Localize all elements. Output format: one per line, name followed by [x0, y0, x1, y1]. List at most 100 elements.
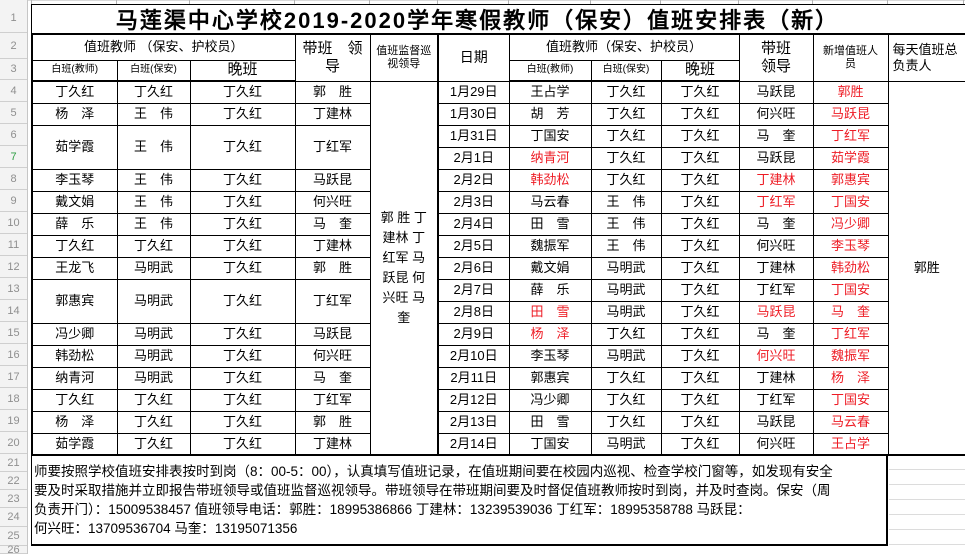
day-guard-cell[interactable]: 丁久红: [590, 124, 662, 148]
night-shift-cell[interactable]: 丁久红: [189, 322, 296, 346]
night-shift-cell[interactable]: 丁久红: [660, 190, 740, 214]
day-teacher-cell[interactable]: 郭惠宾: [31, 278, 118, 324]
leader-cell[interactable]: 何兴旺: [738, 344, 814, 368]
right-daiban-header[interactable]: 带班 领导: [738, 33, 814, 82]
night-shift-cell[interactable]: 丁久红: [660, 410, 740, 434]
day-guard-cell[interactable]: 丁久红: [116, 432, 191, 456]
extra-person-cell[interactable]: 魏振军: [812, 344, 889, 368]
day-guard-cell[interactable]: 马明武: [116, 344, 191, 368]
date-cell[interactable]: 2月6日: [437, 256, 510, 280]
row-number[interactable]: 10: [0, 212, 27, 234]
date-cell[interactable]: 2月13日: [437, 410, 510, 434]
row-number[interactable]: 6: [0, 124, 27, 146]
leader-cell[interactable]: 何兴旺: [294, 190, 371, 214]
row-number[interactable]: 21: [0, 454, 27, 472]
row-number[interactable]: 2: [0, 33, 27, 59]
date-cell[interactable]: 2月10日: [437, 344, 510, 368]
row-number[interactable]: 20: [0, 432, 27, 454]
date-cell[interactable]: 1月29日: [437, 80, 510, 104]
right-group-header[interactable]: 值班教师（保安、护校员）: [508, 33, 740, 61]
day-guard-cell[interactable]: 王 伟: [590, 190, 662, 214]
leader-cell[interactable]: 何兴旺: [738, 102, 814, 126]
row-number[interactable]: 3: [0, 59, 27, 80]
day-teacher-cell[interactable]: 冯少卿: [31, 322, 118, 346]
day-teacher-cell[interactable]: 杨 泽: [31, 102, 118, 126]
extra-person-cell[interactable]: 郭胜: [812, 80, 889, 104]
row-number[interactable]: 4: [0, 80, 27, 102]
day-guard-cell[interactable]: 王 伟: [116, 124, 191, 170]
day-teacher-cell[interactable]: 魏振军: [508, 234, 592, 258]
leader-cell[interactable]: 丁建林: [294, 432, 371, 456]
day-guard-cell[interactable]: 王 伟: [116, 190, 191, 214]
day-teacher-cell[interactable]: 纳青河: [508, 146, 592, 170]
day-teacher-cell[interactable]: 冯少卿: [508, 388, 592, 412]
day-teacher-cell[interactable]: 丁久红: [31, 388, 118, 412]
leader-cell[interactable]: 丁红军: [294, 388, 371, 412]
row-number[interactable]: 14: [0, 300, 27, 322]
day-teacher-cell[interactable]: 王占学: [508, 80, 592, 104]
day-guard-cell[interactable]: 马明武: [590, 432, 662, 456]
leader-cell[interactable]: 马跃昆: [738, 80, 814, 104]
day-guard-cell[interactable]: 丁久红: [590, 102, 662, 126]
row-number[interactable]: 9: [0, 190, 27, 212]
night-shift-cell[interactable]: 丁久红: [660, 80, 740, 104]
day-teacher-cell[interactable]: 田 雪: [508, 300, 592, 324]
leader-cell[interactable]: 丁红军: [738, 190, 814, 214]
leader-cell[interactable]: 丁红军: [294, 278, 371, 324]
night-shift-cell[interactable]: 丁久红: [660, 366, 740, 390]
day-guard-cell[interactable]: 马明武: [590, 278, 662, 302]
leader-cell[interactable]: 何兴旺: [294, 344, 371, 368]
extra-person-cell[interactable]: 丁红军: [812, 124, 889, 148]
leader-cell[interactable]: 马跃昆: [294, 168, 371, 192]
night-shift-cell[interactable]: 丁久红: [660, 278, 740, 302]
leader-cell[interactable]: 何兴旺: [738, 234, 814, 258]
day-teacher-cell[interactable]: 茹学霞: [31, 124, 118, 170]
leader-cell[interactable]: 马跃昆: [738, 146, 814, 170]
row-number[interactable]: 5: [0, 102, 27, 124]
row-number[interactable]: 12: [0, 256, 27, 278]
extra-person-cell[interactable]: 丁红军: [812, 322, 889, 346]
date-cell[interactable]: 2月4日: [437, 212, 510, 236]
left-subheader-day-guard[interactable]: 白班(保安): [116, 59, 191, 82]
row-number[interactable]: 23: [0, 490, 27, 508]
leader-cell[interactable]: 丁建林: [294, 234, 371, 258]
night-shift-cell[interactable]: 丁久红: [660, 388, 740, 412]
night-shift-cell[interactable]: 丁久红: [189, 344, 296, 368]
day-guard-cell[interactable]: 马明武: [116, 256, 191, 280]
night-shift-cell[interactable]: 丁久红: [189, 80, 296, 104]
day-guard-cell[interactable]: 马明武: [590, 344, 662, 368]
day-teacher-cell[interactable]: 戴文娟: [508, 256, 592, 280]
day-guard-cell[interactable]: 丁久红: [590, 410, 662, 434]
day-teacher-cell[interactable]: 韩劲松: [508, 168, 592, 192]
date-cell[interactable]: 2月2日: [437, 168, 510, 192]
right-subheader-night[interactable]: 晚班: [660, 59, 740, 82]
left-subheader-night[interactable]: 晚班: [189, 59, 296, 82]
date-cell[interactable]: 2月11日: [437, 366, 510, 390]
night-shift-cell[interactable]: 丁久红: [660, 322, 740, 346]
day-teacher-cell[interactable]: 马云春: [508, 190, 592, 214]
extra-person-cell[interactable]: 丁国安: [812, 278, 889, 302]
day-teacher-cell[interactable]: 戴文娟: [31, 190, 118, 214]
night-shift-cell[interactable]: 丁久红: [189, 432, 296, 456]
date-cell[interactable]: 2月12日: [437, 388, 510, 412]
day-teacher-cell[interactable]: 薛 乐: [508, 278, 592, 302]
extra-person-cell[interactable]: 丁国安: [812, 388, 889, 412]
night-shift-cell[interactable]: 丁久红: [660, 124, 740, 148]
night-shift-cell[interactable]: 丁久红: [660, 300, 740, 324]
left-subheader-day-teacher[interactable]: 白班(教师): [31, 59, 118, 82]
leader-cell[interactable]: 马 奎: [738, 212, 814, 236]
day-guard-cell[interactable]: 王 伟: [116, 168, 191, 192]
row-number[interactable]: 7: [0, 146, 27, 168]
row-number[interactable]: 15: [0, 322, 27, 344]
row-number[interactable]: 13: [0, 278, 27, 300]
day-guard-cell[interactable]: 丁久红: [590, 146, 662, 170]
day-teacher-cell[interactable]: 田 雪: [508, 212, 592, 236]
leader-cell[interactable]: 马跃昆: [738, 300, 814, 324]
leader-cell[interactable]: 郭 胜: [294, 256, 371, 280]
day-guard-cell[interactable]: 丁久红: [116, 234, 191, 258]
extra-person-cell[interactable]: 李玉琴: [812, 234, 889, 258]
day-guard-cell[interactable]: 丁久红: [590, 366, 662, 390]
day-teacher-cell[interactable]: 纳青河: [31, 366, 118, 390]
leader-cell[interactable]: 丁红军: [294, 124, 371, 170]
day-teacher-cell[interactable]: 韩劲松: [31, 344, 118, 368]
